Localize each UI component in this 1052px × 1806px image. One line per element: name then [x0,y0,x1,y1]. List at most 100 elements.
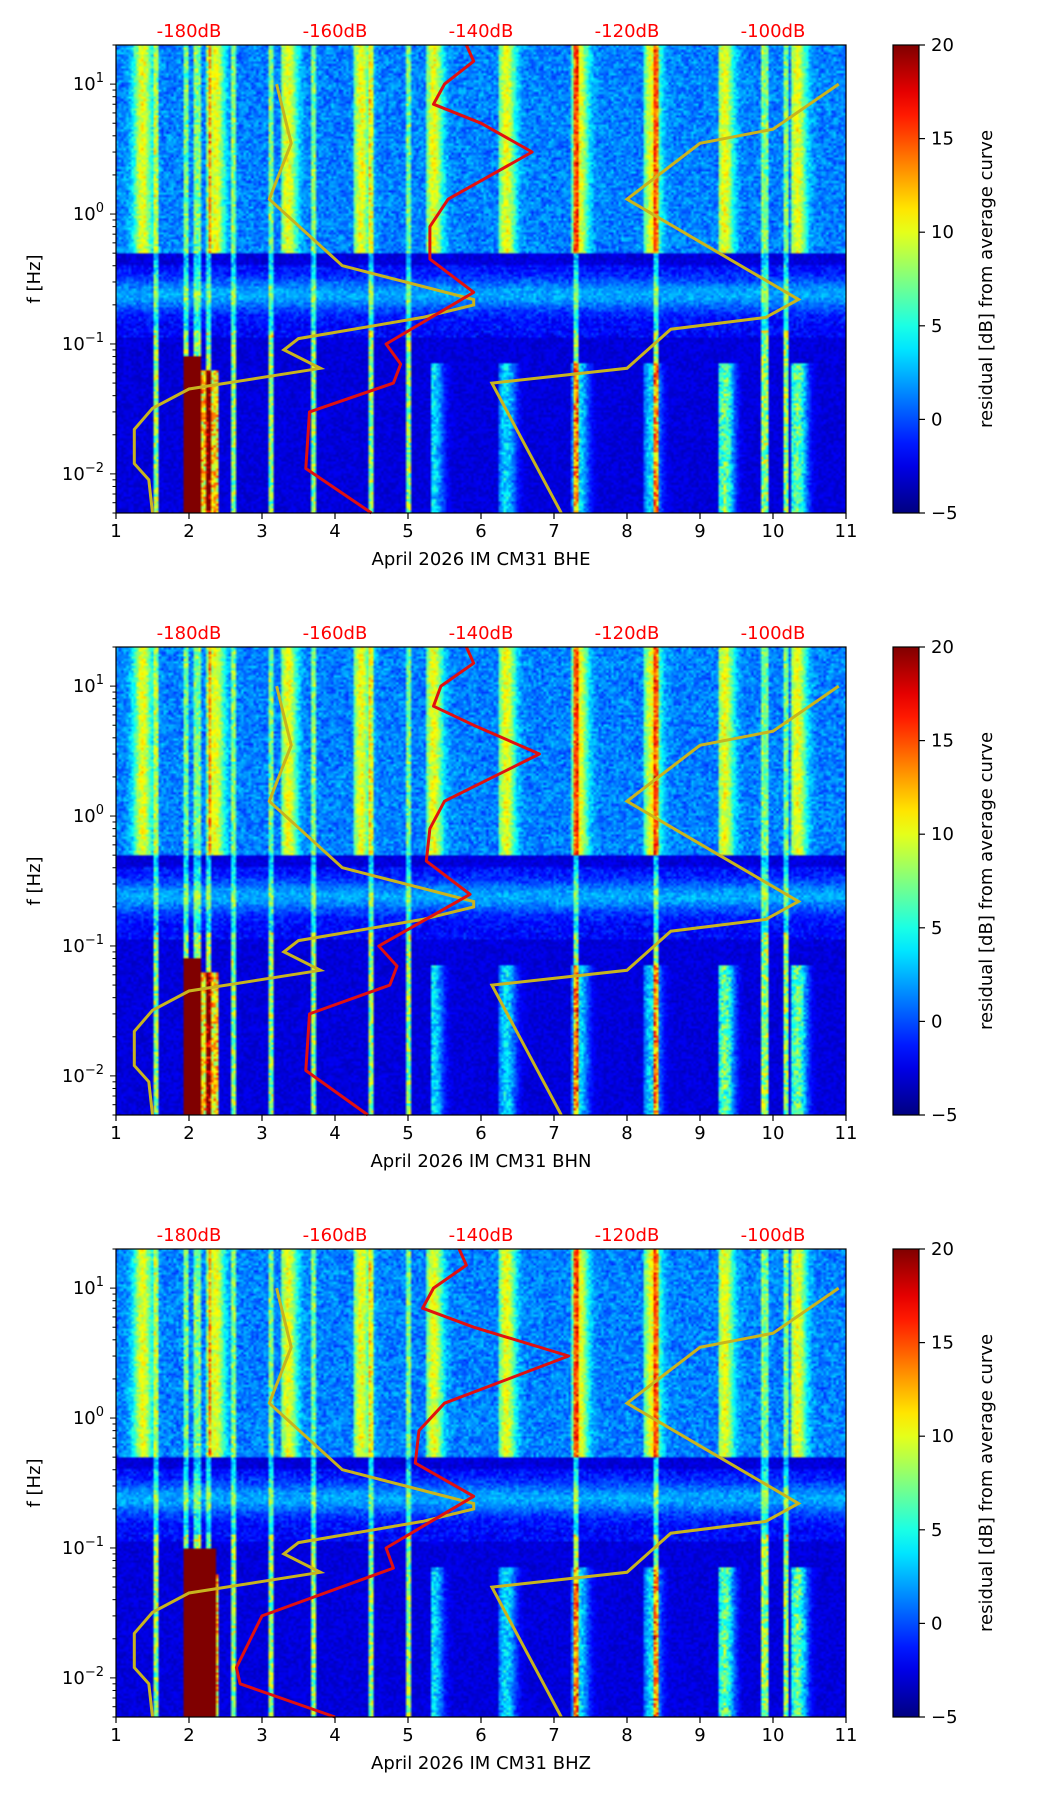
x-tick-label: 4 [329,1725,340,1746]
colorbar-tick-label: 10 [931,222,954,243]
top-db-label: -180dB [157,21,222,42]
x-tick-label: 2 [183,1123,194,1144]
x-tick-label: 9 [694,1123,705,1144]
average-curve [304,646,541,1117]
spectrogram-panel-3: -180dB -160dB -140dB -120dB -100dB 1 2 3 4 5 6 7 8 9 1… [24,1225,997,1774]
colorbar-tick-label: 15 [931,1333,954,1354]
top-db-label: -160dB [303,1225,368,1246]
top-db-label: -100dB [741,21,806,42]
x-tick-label: 3 [256,1725,267,1746]
x-tick-label: 8 [621,1725,632,1746]
y-tick-label: 10−1 [62,933,104,957]
x-tick-label: 6 [475,1725,486,1746]
x-tick-label: 10 [762,1725,785,1746]
x-tick-label: 2 [183,1725,194,1746]
x-tick-label: 8 [621,1123,632,1144]
spectrogram-panel-1: -180dB -160dB -140dB -120dB -100dB 1 2 3 4 5 6 7 8 9 1… [24,21,997,570]
x-tick-label: 11 [835,1123,858,1144]
y-tick-label: 10−1 [62,1535,104,1559]
colorbar-tick-label: 10 [931,1426,954,1447]
x-tick-label: 9 [694,521,705,542]
top-db-label: -140dB [449,623,514,644]
top-db-label: -140dB [449,1225,514,1246]
y-tick-label: 101 [73,1275,104,1299]
colorbar-label: residual [dB] from average curve [976,732,997,1030]
x-tick-label: 1 [110,1123,121,1144]
x-tick-label: 1 [110,521,121,542]
x-tick-label: 10 [762,521,785,542]
top-db-label: -160dB [303,623,368,644]
colorbar-tick-label: 5 [931,1520,942,1541]
top-db-label: -160dB [303,21,368,42]
x-tick-label: 8 [621,521,632,542]
colorbar-tick-label: 20 [931,637,954,658]
colorbar-tick-label: 10 [931,824,954,845]
top-db-label: -120dB [595,623,660,644]
x-tick-label: 1 [110,1725,121,1746]
noise-model-curve [132,684,840,1116]
x-tick-label: 11 [835,521,858,542]
colorbar-label: residual [dB] from average curve [976,130,997,428]
colorbar [892,646,920,1116]
colorbar-tick-label: −5 [931,503,958,524]
average-curve [304,44,534,515]
y-tick-label: 10−1 [62,331,104,355]
average-curve [234,1248,571,1719]
y-axis-label: f [Hz] [24,856,45,905]
y-tick-label: 101 [73,71,104,95]
heatmap-image [116,1249,846,1717]
x-tick-label: 11 [835,1725,858,1746]
colorbar-tick-label: 0 [931,1613,942,1634]
x-axis-label: April 2026 IM CM31 BHZ [371,1753,591,1774]
x-axis-label: April 2026 IM CM31 BHE [372,549,591,570]
y-tick-label: 10−2 [62,1063,104,1087]
x-tick-label: 6 [475,521,486,542]
x-tick-label: 7 [548,521,559,542]
heatmap-image [116,647,846,1115]
top-db-label: -100dB [741,623,806,644]
y-tick-label: 100 [73,201,104,225]
colorbar-tick-label: 20 [931,35,954,56]
colorbar [892,44,920,514]
x-tick-label: 4 [329,1123,340,1144]
y-axis-label: f [Hz] [24,254,45,303]
y-tick-label: 100 [73,803,104,827]
heatmap-image [116,45,846,513]
y-tick-label: 101 [73,673,104,697]
top-db-label: -180dB [157,1225,222,1246]
colorbar-tick-label: 0 [931,1011,942,1032]
top-db-label: -120dB [595,21,660,42]
colorbar-tick-label: 5 [931,918,942,939]
spectrogram-panel-2: -180dB -160dB -140dB -120dB -100dB 1 2 3 4 5 6 7 8 9 1… [24,623,997,1172]
y-tick-label: 10−2 [62,1665,104,1689]
colorbar-tick-label: 0 [931,409,942,430]
x-axis-label: April 2026 IM CM31 BHN [370,1151,591,1172]
colorbar-tick-label: 20 [931,1239,954,1260]
x-tick-label: 7 [548,1725,559,1746]
x-tick-label: 3 [256,521,267,542]
colorbar-tick-label: −5 [931,1707,958,1728]
colorbar-tick-label: 15 [931,129,954,150]
top-db-label: -180dB [157,623,222,644]
x-tick-label: 7 [548,1123,559,1144]
y-axis-label: f [Hz] [24,1458,45,1507]
y-tick-label: 10−2 [62,461,104,485]
colorbar-label: residual [dB] from average curve [976,1334,997,1632]
colorbar-tick-label: 5 [931,316,942,337]
x-tick-label: 2 [183,521,194,542]
x-tick-label: 4 [329,521,340,542]
colorbar [892,1248,920,1718]
x-tick-label: 10 [762,1123,785,1144]
x-tick-label: 5 [402,1123,413,1144]
top-db-label: -140dB [449,21,514,42]
colorbar-tick-label: 15 [931,731,954,752]
x-tick-label: 9 [694,1725,705,1746]
top-db-label: -100dB [741,1225,806,1246]
x-tick-label: 5 [402,521,413,542]
x-tick-label: 5 [402,1725,413,1746]
noise-model-curve [132,82,840,514]
x-tick-label: 3 [256,1123,267,1144]
x-tick-label: 6 [475,1123,486,1144]
top-db-label: -120dB [595,1225,660,1246]
